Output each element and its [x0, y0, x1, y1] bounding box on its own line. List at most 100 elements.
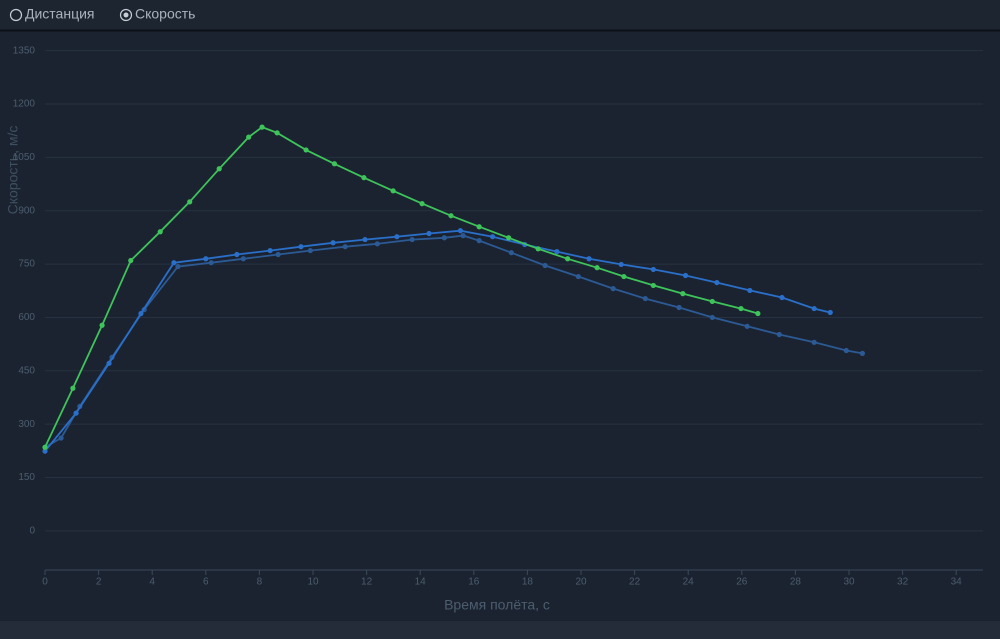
x-tick-label: 24: [683, 577, 695, 588]
data-point: [70, 385, 76, 391]
y-tick-label: 0: [29, 526, 35, 537]
data-point: [394, 234, 400, 240]
data-point: [811, 339, 817, 345]
data-point: [390, 188, 396, 194]
data-point: [203, 256, 209, 262]
radio-circle: [9, 8, 23, 22]
data-point: [303, 147, 309, 153]
data-point: [542, 262, 548, 269]
data-point: [58, 435, 64, 441]
x-tick-label: 30: [843, 577, 855, 588]
radio-label: Дистанция: [25, 6, 95, 22]
y-axis-label: Скорость, м/с: [5, 126, 21, 215]
data-point: [208, 260, 214, 266]
data-point: [738, 305, 744, 312]
data-point: [448, 213, 454, 219]
data-point: [187, 199, 193, 205]
y-tick-label: 750: [18, 259, 35, 270]
data-point: [298, 244, 304, 250]
data-point: [827, 309, 833, 316]
data-point: [709, 314, 715, 321]
data-point: [73, 410, 79, 416]
series-line: [44, 126, 759, 448]
x-tick-label: 20: [575, 577, 587, 588]
data-point: [457, 228, 463, 234]
radio-option[interactable]: Скорость: [119, 6, 196, 22]
x-tick-label: 14: [415, 577, 427, 588]
radio-label: Скорость: [135, 6, 195, 22]
y-tick-label: 450: [18, 365, 35, 376]
data-point: [594, 265, 600, 271]
data-point: [811, 305, 817, 312]
y-tick-label: 1200: [13, 99, 36, 110]
data-point: [275, 251, 281, 258]
data-point: [138, 310, 144, 317]
data-point: [650, 266, 656, 273]
x-tick-label: 18: [522, 577, 534, 588]
x-tick-label: 26: [736, 577, 748, 588]
data-point: [676, 304, 682, 311]
x-tick-label: 28: [790, 577, 802, 588]
data-point: [476, 238, 482, 244]
y-tick-label: 900: [18, 205, 35, 216]
data-point: [575, 273, 581, 280]
data-point: [419, 201, 425, 207]
data-point: [747, 287, 753, 294]
y-tick-label: 1350: [13, 45, 36, 56]
data-point: [42, 448, 48, 454]
data-point: [42, 444, 48, 450]
x-tick-label: 10: [307, 577, 319, 588]
data-point: [506, 235, 512, 241]
data-point: [216, 166, 222, 172]
data-point: [586, 256, 592, 262]
data-point: [246, 134, 252, 140]
data-point: [489, 234, 496, 240]
data-point: [709, 298, 715, 305]
data-point: [682, 272, 689, 279]
data-point: [240, 256, 246, 262]
data-point: [843, 347, 849, 354]
data-point: [362, 236, 368, 243]
x-tick-label: 12: [361, 577, 373, 588]
data-point: [618, 261, 624, 268]
top-bar: [0, 0, 1000, 30]
data-point: [374, 241, 380, 247]
x-tick-label: 6: [203, 577, 209, 588]
data-point: [535, 246, 541, 252]
data-point: [426, 230, 432, 237]
data-point: [565, 256, 571, 262]
x-tick-label: 32: [897, 577, 909, 588]
data-point: [307, 247, 313, 254]
data-point: [714, 279, 720, 286]
data-point: [755, 310, 761, 317]
series-line: [44, 229, 831, 452]
data-point: [331, 161, 338, 167]
radio-option[interactable]: Дистанция: [9, 6, 95, 22]
data-point: [267, 247, 273, 254]
data-point: [330, 240, 336, 246]
radio-circle: [119, 8, 133, 22]
data-point: [259, 124, 265, 130]
x-tick-label: 16: [468, 577, 480, 588]
radio-group: Дистанция Скорость: [9, 6, 196, 22]
data-point: [779, 294, 785, 301]
data-point: [409, 236, 415, 243]
data-point: [460, 233, 466, 239]
data-point: [342, 244, 348, 250]
data-point: [776, 331, 782, 338]
data-point: [744, 323, 750, 329]
data-point: [274, 130, 280, 136]
y-tick-label: 600: [18, 312, 35, 323]
data-point: [508, 250, 514, 256]
y-tick-label: 1050: [13, 152, 36, 163]
data-point: [441, 235, 447, 241]
data-point: [859, 350, 866, 356]
x-tick-label: 0: [42, 577, 48, 588]
series-line: [44, 234, 863, 449]
data-point: [554, 249, 560, 255]
data-point: [610, 286, 616, 292]
data-point: [361, 175, 367, 181]
radio-dot: [123, 12, 129, 18]
